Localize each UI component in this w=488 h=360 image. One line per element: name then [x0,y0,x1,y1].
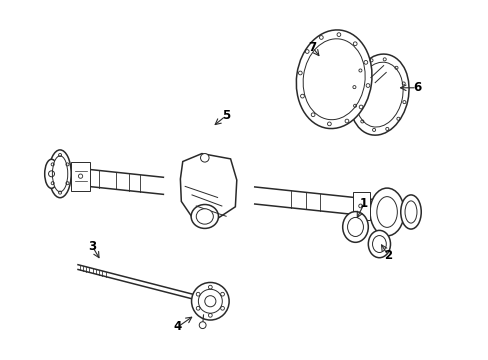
FancyBboxPatch shape [71,162,90,191]
Polygon shape [180,154,236,219]
Ellipse shape [349,54,408,135]
Ellipse shape [355,62,402,127]
Text: 1: 1 [359,197,367,210]
Ellipse shape [347,217,363,237]
Circle shape [200,154,209,162]
Ellipse shape [296,30,371,129]
Ellipse shape [367,230,390,258]
Circle shape [199,322,205,329]
Ellipse shape [342,212,367,242]
Ellipse shape [198,289,222,313]
Text: 6: 6 [412,81,420,94]
Text: 3: 3 [88,240,97,253]
Text: 5: 5 [221,109,229,122]
Ellipse shape [400,195,420,229]
Ellipse shape [52,156,68,192]
Ellipse shape [196,209,213,224]
Text: 2: 2 [383,249,391,262]
Ellipse shape [376,197,397,228]
Ellipse shape [191,204,218,228]
Ellipse shape [44,159,58,188]
Ellipse shape [49,150,71,198]
Ellipse shape [372,235,386,252]
Text: 7: 7 [308,41,316,54]
Ellipse shape [303,39,365,120]
Text: 4: 4 [173,320,182,333]
Ellipse shape [369,188,404,236]
FancyBboxPatch shape [352,192,369,220]
Ellipse shape [404,201,416,223]
Ellipse shape [191,283,229,320]
